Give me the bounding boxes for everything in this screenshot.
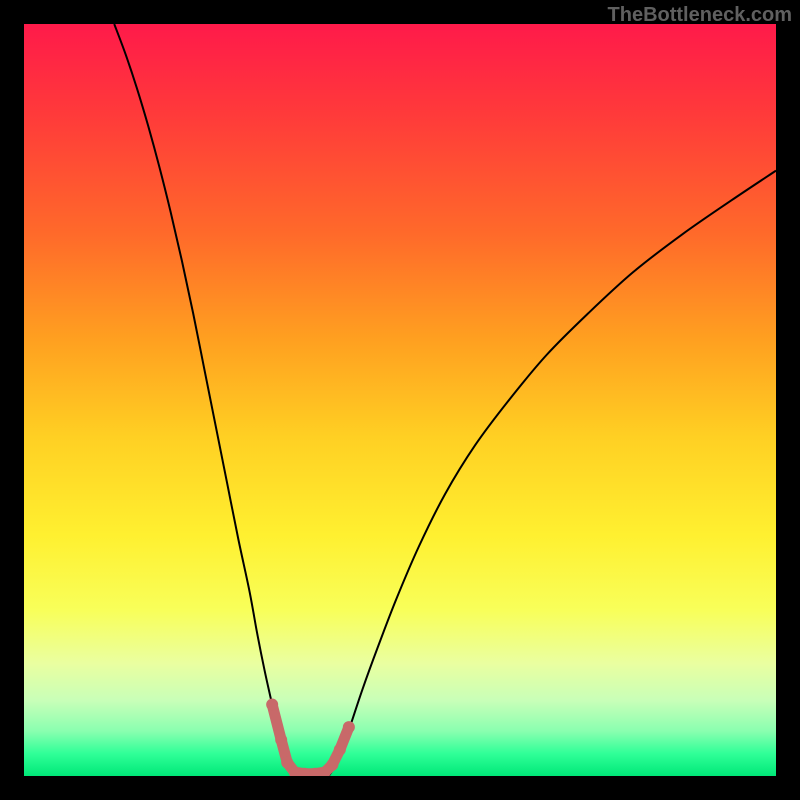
marker-dot bbox=[275, 734, 287, 746]
marker-dot bbox=[266, 699, 278, 711]
watermark-text: TheBottleneck.com bbox=[608, 4, 792, 27]
curve-layer bbox=[24, 24, 776, 776]
marker-dot bbox=[326, 759, 338, 771]
marker-dot bbox=[343, 721, 355, 733]
left-curve bbox=[114, 24, 294, 776]
plot-area bbox=[24, 24, 776, 776]
right-curve bbox=[329, 171, 776, 776]
marker-dot bbox=[334, 744, 346, 756]
marker-dot bbox=[281, 756, 293, 768]
